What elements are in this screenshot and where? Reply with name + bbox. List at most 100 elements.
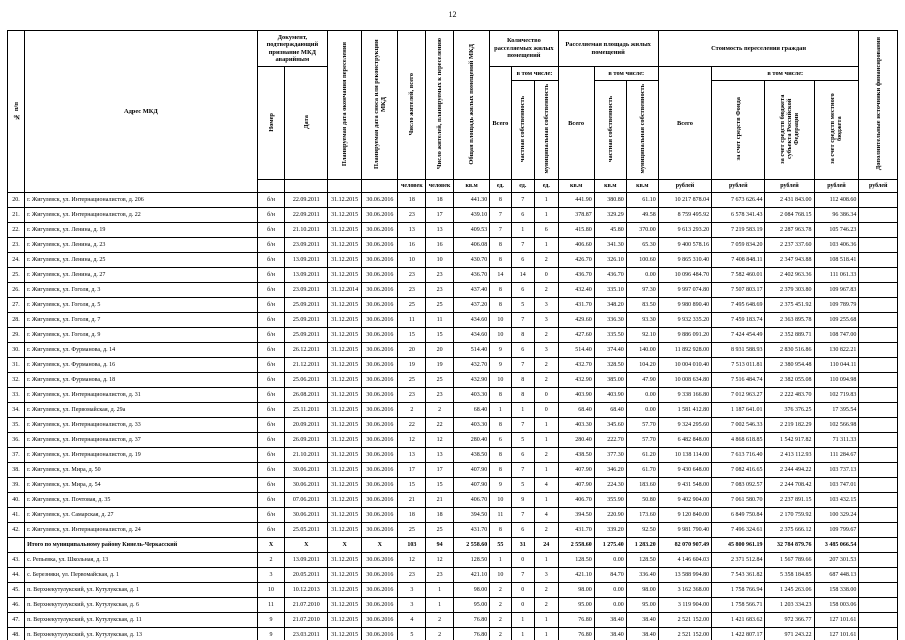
cell: 2 [489,582,512,599]
cell: 2 431 843.00 [764,192,815,209]
table-row: 23. г. Жигулевск, ул. Ленина, д. 23 б/н 23.… [6,237,898,254]
cell: 7 582 460.01 [711,267,766,284]
cell: 3 485 066.54 [813,537,860,554]
header-count-including: в том числе: [510,66,559,81]
cell: 687 448.13 [813,567,860,584]
cell: 2 219 182.29 [764,417,815,434]
cell: 100.60 [625,252,659,269]
cell [858,402,898,419]
cell: 10 217 878.04 [657,192,713,209]
cell: 8 [489,252,512,269]
header-cost-subject: за счет средств бюджета субъекта Российс… [764,79,815,181]
cell: 26.08.2011 [284,387,329,404]
cell: 514.40 [452,342,491,359]
header-mkd-area: Общая площадь жилых помещений МКД [452,29,491,181]
cell: 1 187 641.01 [711,402,766,419]
cell: 415.80 [557,222,595,239]
unit-cell: рублей [858,179,898,194]
cell: 1 421 683.62 [711,612,766,629]
cell: 2 [534,522,559,539]
cell: 57.70 [625,417,659,434]
cell: 68.40 [452,402,491,419]
cell: 130 822.21 [813,342,860,359]
cell: 345.60 [593,417,627,434]
cell: 127 101.61 [813,627,860,640]
cell: 6 [534,222,559,239]
cell: 31.12.2015 [327,312,363,329]
cell: б/н [256,342,286,359]
cell: 224.30 [593,477,627,494]
cell: 2 [534,357,559,374]
header-extra-sources: Дополнительные источники финансирования [858,29,898,181]
cell: г. Жигулевск, ул. Интернационалистов, д.… [24,192,258,209]
cell: 2 [534,282,559,299]
cell: 6 849 750.84 [711,507,766,524]
cell: 438.50 [452,447,491,464]
cell: 8 [510,372,536,389]
page-number: 12 [448,10,457,19]
cell: 7 513 011.81 [711,357,766,374]
cell: г. Жигулевск, ул. Интернационалистов, д.… [24,447,258,464]
cell: 2 382 055.08 [764,372,815,389]
unit-cell: человек [397,179,427,194]
table-row: 27. г. Жигулевск, ул. Гоголя, д. 5 б/н 25.0… [6,297,898,314]
cell: 100 329.24 [813,507,860,524]
header-residents-total: Число жителей, всего [397,29,427,181]
cell: 23 [397,282,427,299]
cell: 31.12.2015 [327,267,363,284]
cell: 355.90 [593,492,627,509]
table-row: 28. г. Жигулевск, ул. Гоголя, д. 7 б/н 25.0… [6,312,898,329]
cell: 2 380 954.48 [764,357,815,374]
cell: 45. [6,582,26,599]
cell: 376 376.25 [764,402,815,419]
cell: 7 [510,192,536,209]
cell: 25 [425,522,454,539]
cell: 8 [510,387,536,404]
cell: 407.90 [557,477,595,494]
cell: 5 358 184.85 [764,567,815,584]
cell: 2 379 303.80 [764,282,815,299]
cell: 76.80 [452,612,491,629]
cell: 28. [6,312,26,329]
cell: 30.06.2011 [284,507,329,524]
cell: 1 [534,627,559,640]
cell: 1 581 412.80 [657,402,713,419]
unit-cell: ед. [510,179,536,194]
cell: 61.70 [625,462,659,479]
cell: 30.06.2016 [361,387,399,404]
cell: 25.09.2011 [284,327,329,344]
cell: г. Жигулевск, ул. Ленина, д. 27 [24,267,258,284]
cell: 9 613 293.20 [657,222,713,239]
cell: б/н [256,207,286,224]
cell: г. Жигулевск, ул. Фурманова, д. 16 [24,357,258,374]
cell: 31.12.2015 [327,192,363,209]
cell: 8 [489,462,512,479]
cell: 6 578 341.43 [711,207,766,224]
cell: 25.06.2011 [284,372,329,389]
cell: 432.90 [452,372,491,389]
cell: 8 [489,387,512,404]
cell: г. Жигулевск, ул. Первомайская, д. 29а [24,402,258,419]
cell: 26.12.2011 [284,342,329,359]
cell: 14 [510,267,536,284]
cell: 9 [489,342,512,359]
total-row: Итого по муниципальному району Кинель-Че… [6,537,898,554]
cell: 1 [534,237,559,254]
cell: г. Жигулевск, ул. Почтовая, д. 35 [24,492,258,509]
cell: 5 [510,477,536,494]
cell: 31.12.2015 [327,582,363,599]
cell: 95.00 [625,597,659,614]
cell: 1 [534,492,559,509]
cell: 38.40 [593,627,627,640]
cell: 3 [534,567,559,584]
cell: б/н [256,222,286,239]
cell: 1 [534,417,559,434]
cell: 7 543 361.82 [711,567,766,584]
cell: 2 170 759.92 [764,507,815,524]
cell: 5 [510,297,536,314]
cell: 31.12.2015 [327,612,363,629]
cell: 31.12.2015 [327,357,363,374]
cell: 1 [425,582,454,599]
header-count-group: Количество расселяемых жилых помещений [489,30,559,67]
cell: 326.10 [593,252,627,269]
